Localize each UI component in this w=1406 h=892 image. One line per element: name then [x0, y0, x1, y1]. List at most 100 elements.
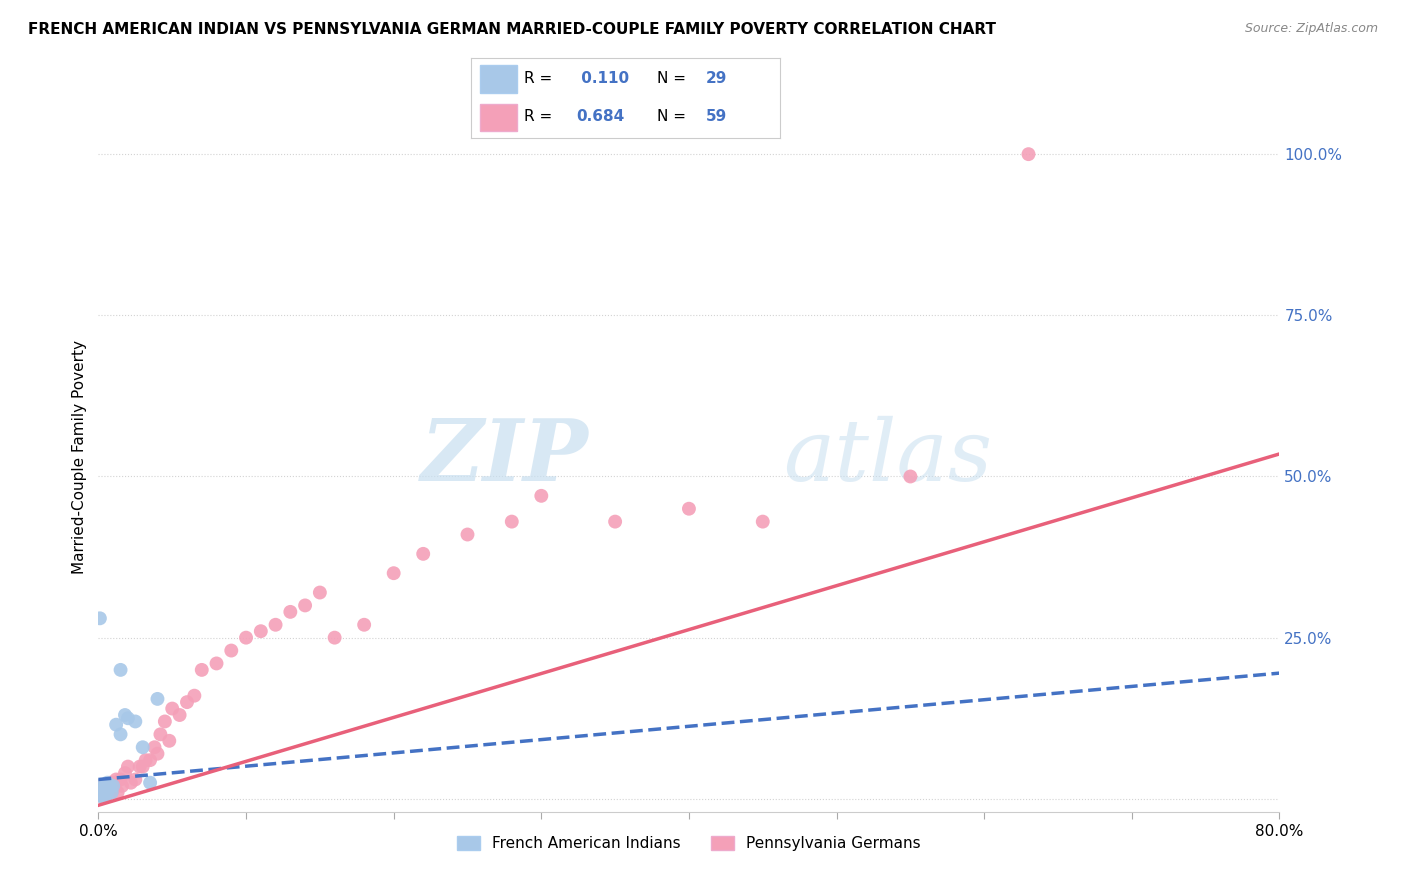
Point: [110, 663, 132, 677]
Point: [153, 714, 176, 729]
Point: [235, 631, 257, 645]
Point: [157, 733, 180, 747]
Point: [91, 787, 114, 801]
Text: N =: N =: [657, 71, 690, 86]
Point: [176, 695, 198, 709]
Point: [139, 775, 162, 789]
Point: [128, 759, 150, 773]
Point: [139, 753, 162, 767]
Point: [191, 663, 214, 677]
Point: [323, 631, 346, 645]
Point: [107, 785, 129, 799]
Point: [91, 785, 114, 799]
Point: [93, 785, 115, 799]
Point: [105, 772, 128, 787]
Point: [103, 775, 125, 789]
Point: [132, 759, 155, 773]
Point: [146, 747, 169, 761]
Point: [353, 617, 375, 632]
Point: [89, 782, 111, 797]
Legend: French American Indians, Pennsylvania Germans: French American Indians, Pennsylvania Ge…: [451, 830, 927, 857]
Point: [205, 657, 228, 671]
Point: [605, 515, 627, 529]
Point: [110, 772, 132, 787]
Text: atlas: atlas: [783, 416, 993, 499]
Point: [149, 727, 172, 741]
Point: [89, 789, 111, 803]
Point: [89, 779, 111, 793]
Point: [117, 711, 139, 725]
Y-axis label: Married-Couple Family Poverty: Married-Couple Family Poverty: [72, 340, 87, 574]
Point: [412, 547, 434, 561]
Point: [96, 775, 118, 789]
Point: [752, 515, 775, 529]
Point: [90, 789, 112, 803]
Point: [114, 708, 136, 723]
Point: [678, 501, 700, 516]
Point: [135, 753, 157, 767]
Point: [98, 779, 121, 793]
Point: [143, 740, 166, 755]
Point: [94, 789, 117, 803]
Text: FRENCH AMERICAN INDIAN VS PENNSYLVANIA GERMAN MARRIED-COUPLE FAMILY POVERTY CORR: FRENCH AMERICAN INDIAN VS PENNSYLVANIA G…: [28, 22, 995, 37]
Text: 59: 59: [706, 110, 727, 125]
Point: [89, 785, 111, 799]
Point: [90, 785, 112, 799]
Point: [100, 785, 122, 799]
Point: [111, 779, 134, 793]
Point: [93, 785, 115, 799]
Point: [89, 785, 111, 799]
Text: R =: R =: [523, 110, 557, 125]
Point: [114, 766, 136, 780]
Point: [501, 515, 523, 529]
Text: 29: 29: [706, 71, 727, 86]
Point: [382, 566, 405, 581]
Point: [117, 759, 139, 773]
Point: [89, 779, 111, 793]
Text: 0.684: 0.684: [576, 110, 624, 125]
FancyBboxPatch shape: [481, 65, 517, 93]
Point: [146, 692, 169, 706]
Point: [89, 789, 111, 803]
Point: [96, 782, 118, 797]
Point: [103, 782, 125, 797]
Point: [294, 599, 316, 613]
Point: [91, 779, 114, 793]
Point: [90, 782, 112, 797]
Point: [93, 782, 115, 797]
Point: [124, 714, 146, 729]
Point: [103, 779, 125, 793]
Point: [94, 789, 117, 803]
Text: R =: R =: [523, 71, 557, 86]
Point: [98, 775, 121, 789]
Point: [90, 782, 112, 797]
Point: [132, 740, 155, 755]
Point: [94, 782, 117, 797]
Point: [89, 789, 111, 803]
Point: [264, 617, 287, 632]
Point: [110, 727, 132, 741]
Text: Source: ZipAtlas.com: Source: ZipAtlas.com: [1244, 22, 1378, 36]
Point: [120, 775, 142, 789]
Point: [457, 527, 479, 541]
Point: [1018, 147, 1040, 161]
Point: [94, 779, 117, 793]
Point: [900, 469, 922, 483]
Point: [309, 585, 332, 599]
Point: [169, 708, 191, 723]
Point: [89, 611, 111, 625]
Point: [183, 689, 205, 703]
Point: [250, 624, 273, 639]
Point: [530, 489, 553, 503]
Point: [280, 605, 302, 619]
Text: 0.110: 0.110: [576, 71, 630, 86]
Point: [221, 643, 243, 657]
Point: [96, 785, 118, 799]
Point: [124, 772, 146, 787]
Text: ZIP: ZIP: [420, 416, 589, 499]
FancyBboxPatch shape: [481, 103, 517, 131]
Point: [105, 717, 128, 731]
Point: [91, 789, 114, 803]
Point: [162, 701, 183, 715]
Point: [104, 779, 127, 793]
